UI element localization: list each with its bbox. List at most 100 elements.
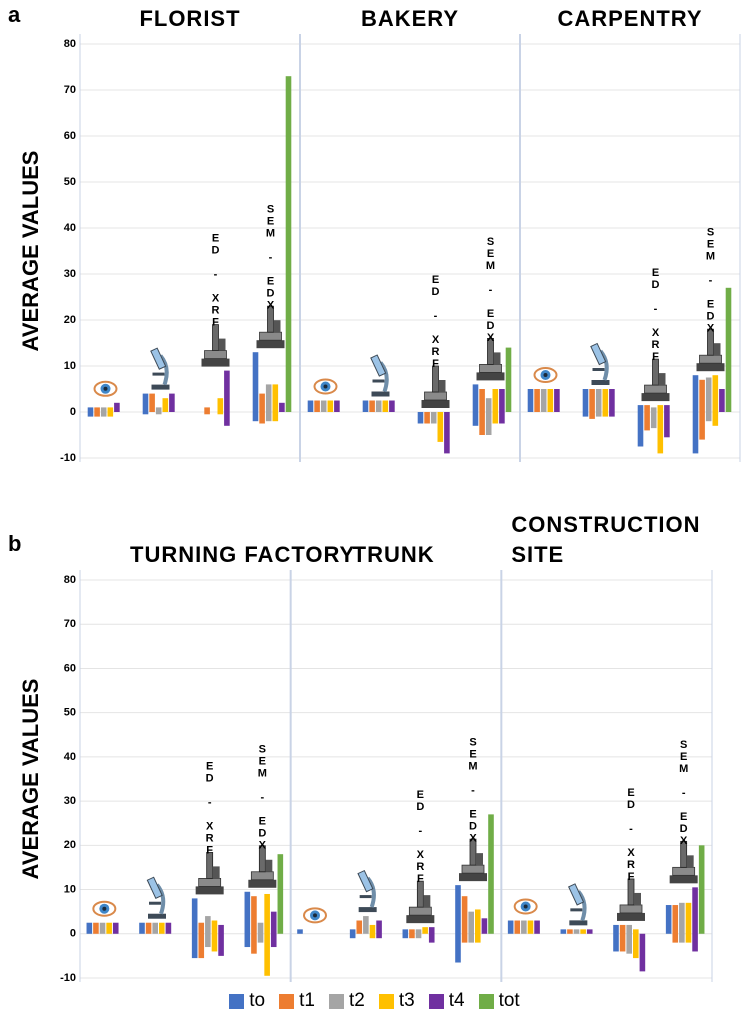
bar bbox=[277, 854, 284, 934]
legend-label: t3 bbox=[398, 990, 415, 1011]
instrument-box bbox=[493, 352, 501, 365]
bar bbox=[633, 929, 639, 959]
bar bbox=[279, 402, 285, 412]
y-axis-title: AVERAGE VALUES bbox=[18, 679, 43, 880]
bar bbox=[479, 389, 485, 435]
legend-label: to bbox=[249, 990, 266, 1011]
legend-swatch bbox=[279, 993, 295, 1009]
bar bbox=[444, 412, 450, 454]
bar bbox=[114, 402, 120, 412]
instrument-box bbox=[265, 859, 273, 872]
x-tick-label: SEM - EDX bbox=[256, 743, 268, 851]
bar bbox=[265, 384, 272, 422]
bar bbox=[402, 929, 409, 939]
bar bbox=[142, 393, 149, 415]
instrument-base bbox=[669, 875, 698, 884]
instrument-column bbox=[652, 358, 659, 386]
section-title: CONSTRUCTION SITE bbox=[511, 512, 701, 567]
bar bbox=[218, 924, 224, 956]
instrument-column bbox=[258, 845, 266, 873]
instrument-base bbox=[476, 372, 505, 381]
instrument-box bbox=[273, 320, 281, 333]
bar bbox=[224, 370, 230, 426]
bar bbox=[527, 920, 534, 934]
instrument-box bbox=[218, 338, 226, 351]
microscope-stage bbox=[372, 379, 385, 383]
bar bbox=[145, 922, 152, 934]
instrument-box bbox=[438, 380, 446, 392]
bar bbox=[259, 393, 265, 424]
eye-pupil bbox=[523, 904, 528, 909]
bar bbox=[567, 929, 573, 934]
bar bbox=[455, 885, 461, 963]
y-tick-label: 50 bbox=[64, 176, 76, 188]
bar bbox=[664, 405, 670, 438]
microscope-base bbox=[358, 907, 377, 913]
bar bbox=[285, 76, 292, 412]
x-tick-label: SEM - EDX bbox=[467, 737, 479, 845]
bar bbox=[162, 398, 169, 412]
bar bbox=[499, 389, 505, 424]
y-tick-label: 10 bbox=[64, 883, 76, 895]
instrument-base bbox=[248, 879, 277, 888]
instrument-base bbox=[459, 873, 487, 882]
bar bbox=[540, 389, 547, 412]
x-tick-label: ED - XRF bbox=[210, 233, 222, 329]
microscope-base bbox=[569, 920, 588, 926]
legend-item: t4 bbox=[428, 990, 465, 1012]
bar bbox=[369, 400, 375, 412]
eye-pupil bbox=[103, 386, 108, 391]
legend-swatch bbox=[378, 993, 394, 1009]
y-tick-label: 80 bbox=[64, 574, 76, 586]
bar bbox=[430, 412, 437, 424]
microscope-tube bbox=[146, 876, 163, 899]
bar bbox=[613, 924, 619, 952]
section-title: CARPENTRY bbox=[557, 6, 703, 31]
legend-swatch bbox=[229, 993, 245, 1009]
bar bbox=[547, 389, 554, 412]
instrument-box bbox=[713, 343, 721, 356]
instrument-box bbox=[658, 373, 666, 386]
instrument-body bbox=[250, 871, 274, 881]
instrument-base bbox=[421, 400, 450, 408]
bar bbox=[356, 920, 363, 934]
panel-label: b bbox=[8, 531, 21, 556]
y-tick-label: 20 bbox=[64, 839, 76, 851]
bar bbox=[165, 922, 172, 934]
y-tick-label: 40 bbox=[64, 751, 76, 763]
bar bbox=[602, 389, 609, 417]
instrument-box bbox=[212, 866, 220, 879]
bar bbox=[692, 375, 699, 454]
microscope-tube bbox=[150, 347, 167, 370]
y-tick-label: 60 bbox=[64, 662, 76, 674]
bar bbox=[93, 922, 99, 934]
x-tick-label: SEM - EDX bbox=[678, 739, 690, 847]
instrument-body bbox=[672, 866, 696, 876]
section-title: FLORIST bbox=[139, 6, 241, 31]
legend-item: to bbox=[229, 990, 265, 1012]
bar bbox=[657, 405, 664, 454]
bar bbox=[650, 407, 657, 429]
bar bbox=[94, 407, 100, 417]
bar bbox=[376, 920, 382, 939]
bar bbox=[692, 887, 698, 952]
bar bbox=[573, 929, 580, 934]
instrument-body bbox=[408, 906, 432, 916]
bar bbox=[86, 922, 93, 934]
instrument-base bbox=[406, 915, 435, 924]
microscope-stage bbox=[152, 372, 165, 376]
bar bbox=[699, 379, 705, 440]
bar bbox=[169, 393, 175, 412]
bar bbox=[698, 845, 705, 934]
instrument-column bbox=[267, 305, 274, 333]
legend-label: t4 bbox=[448, 990, 465, 1011]
x-tick-label: ED - XRF bbox=[650, 267, 662, 363]
instrument-body bbox=[479, 363, 502, 373]
microscope-tube bbox=[590, 342, 607, 366]
bar bbox=[307, 400, 314, 412]
y-tick-label: 0 bbox=[70, 406, 76, 418]
bar bbox=[679, 902, 685, 943]
microscope-stage bbox=[149, 901, 161, 905]
instrument-box bbox=[423, 895, 431, 908]
x-tick-label: SEM - EDX bbox=[485, 236, 497, 344]
